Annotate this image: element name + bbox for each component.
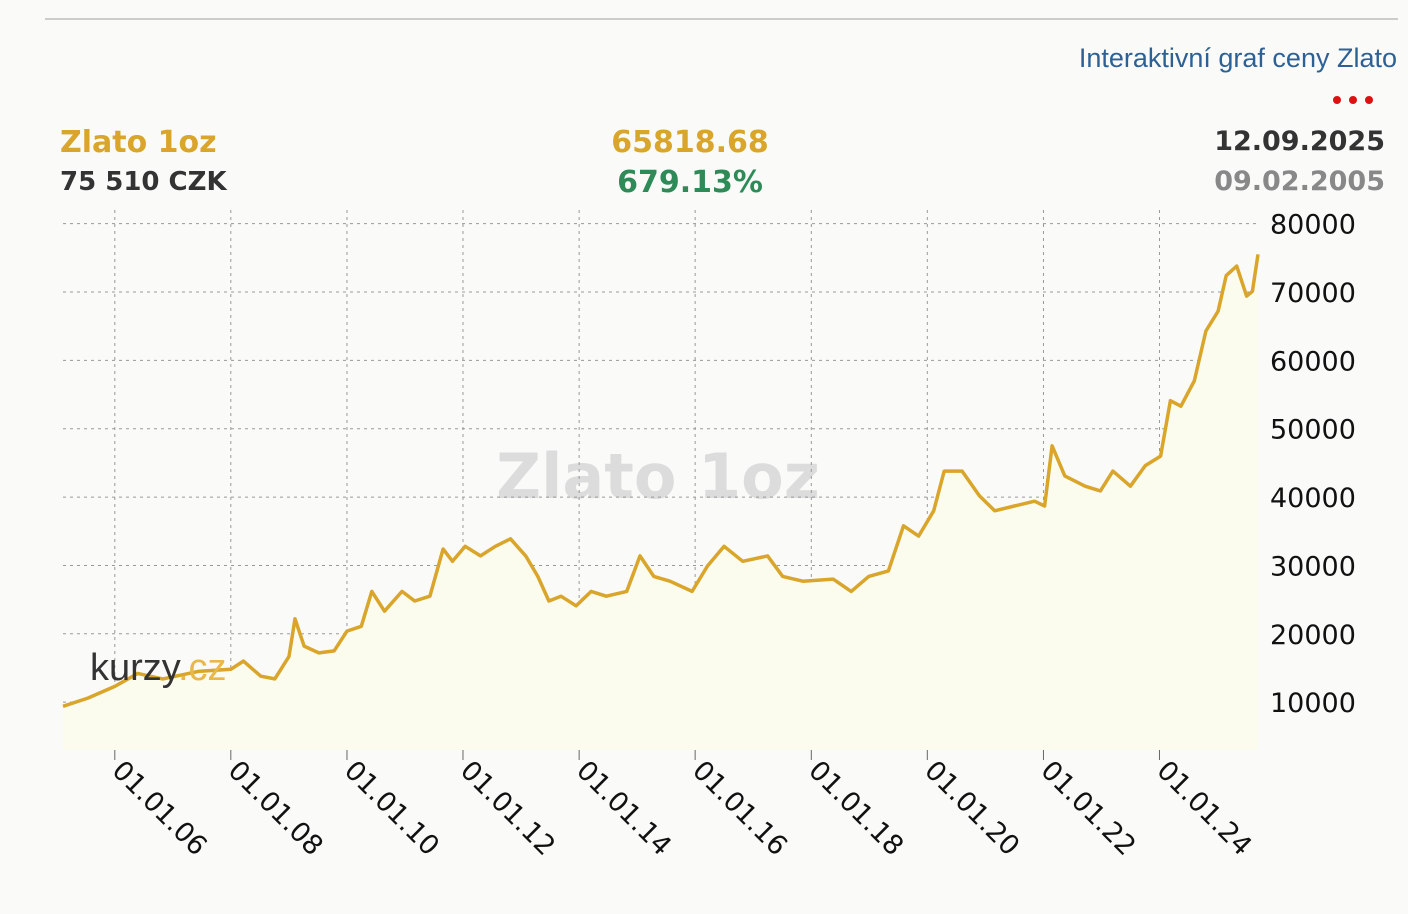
asset-name: Zlato 1oz xyxy=(60,125,217,160)
y-tick-label: 60000 xyxy=(1270,346,1356,377)
y-tick-label: 50000 xyxy=(1270,415,1356,446)
price-line xyxy=(62,254,1260,708)
change-percent: 679.13% xyxy=(617,165,763,200)
watermark: Zlato 1oz xyxy=(496,440,820,513)
y-tick-label: 40000 xyxy=(1270,483,1356,514)
dot[interactable] xyxy=(1349,96,1357,104)
dot[interactable] xyxy=(1365,96,1373,104)
date-start: 09.02.2005 xyxy=(1214,166,1385,197)
chart-link[interactable]: Interaktivní graf ceny Zlato xyxy=(1079,43,1397,73)
y-tick-label: 10000 xyxy=(1270,688,1356,719)
logo: kurzy.cz xyxy=(90,647,227,689)
date-end: 12.09.2025 xyxy=(1214,126,1385,157)
y-tick-label: 70000 xyxy=(1270,278,1356,309)
y-tick-label: 30000 xyxy=(1270,551,1356,582)
logo-part: kurzy xyxy=(90,647,181,689)
logo-part: .cz xyxy=(178,647,227,689)
dot[interactable] xyxy=(1333,96,1341,104)
change-value: 65818.68 xyxy=(611,125,769,160)
y-tick-label: 80000 xyxy=(1270,210,1356,241)
price: 75 510 CZK xyxy=(60,167,227,197)
y-tick-label: 20000 xyxy=(1270,620,1356,651)
menu-dots[interactable] xyxy=(1333,96,1373,104)
